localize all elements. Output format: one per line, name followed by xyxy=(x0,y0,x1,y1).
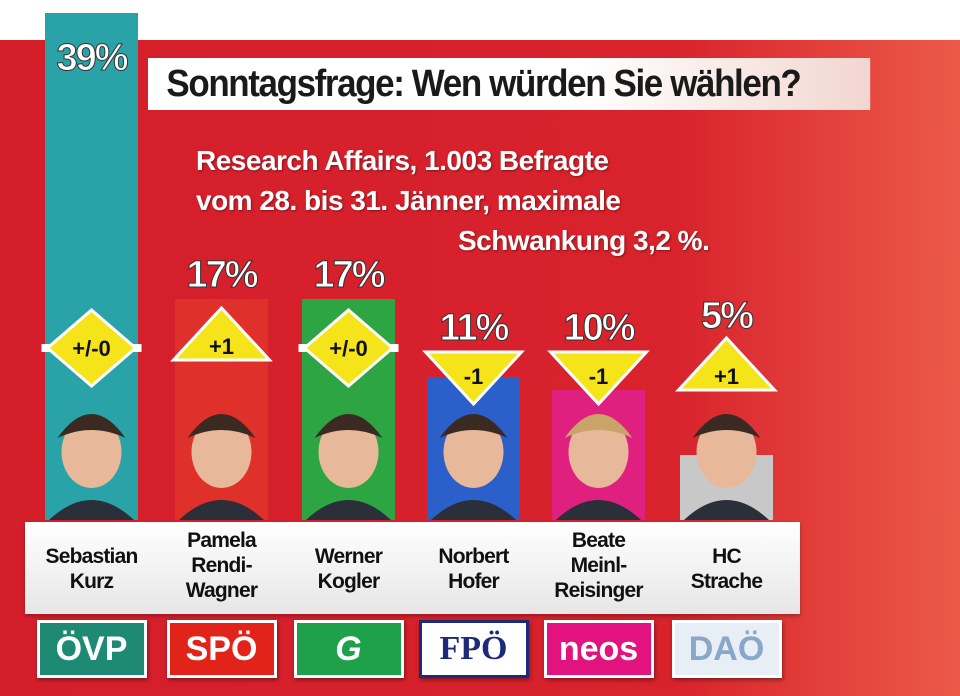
portrait-shoulders xyxy=(179,500,264,520)
candidate-name-line: Pamela xyxy=(187,529,257,552)
change-label: -1 xyxy=(589,364,609,389)
candidate-name-line: Beate xyxy=(571,529,626,552)
portrait-hair xyxy=(692,414,761,438)
candidate-name-line: Wagner xyxy=(185,579,258,602)
change-marker-up-icon xyxy=(170,305,273,362)
portrait-shoulders xyxy=(306,500,391,520)
candidate-name: HC Strache xyxy=(667,544,787,594)
subtitle-line-3: Schwankung 3,2 %. xyxy=(458,225,710,256)
change-label: +/-0 xyxy=(329,336,368,361)
candidate-name: Sebastian Kurz xyxy=(32,544,152,594)
value-label: 17% xyxy=(186,254,257,296)
candidate-name-line: HC xyxy=(712,545,742,568)
portrait-shoulders xyxy=(556,500,641,520)
value-label: 17% xyxy=(313,254,384,296)
candidate-name-line: Norbert xyxy=(438,545,509,568)
portrait-hair xyxy=(564,414,633,438)
candidate-name: Pamela Rendi- Wagner xyxy=(162,528,282,603)
value-label: 39% xyxy=(56,37,127,79)
candidate-name-line: Reisinger xyxy=(554,579,643,602)
party-logo: SPÖ xyxy=(166,620,277,678)
change-label: +/-0 xyxy=(72,336,111,361)
portrait-face xyxy=(568,416,629,488)
portrait-face xyxy=(191,416,252,488)
portrait-hair xyxy=(187,414,256,438)
change-label: +1 xyxy=(209,334,234,359)
portrait-hair xyxy=(57,414,126,438)
portrait-hair xyxy=(439,414,508,438)
candidate-name: Beate Meinl- Reisinger xyxy=(539,528,659,603)
portrait-face xyxy=(696,416,757,488)
candidate-name: Werner Kogler xyxy=(289,544,409,594)
portrait-face xyxy=(61,416,122,488)
subtitle-line-2: vom 28. bis 31. Jänner, maximale xyxy=(196,185,621,216)
change-marker-neutral-icon xyxy=(302,308,395,388)
chart-title: Sonntagsfrage: Wen würden Sie wählen? xyxy=(148,58,871,110)
portrait-face xyxy=(443,416,504,488)
candidate-name-line: Strache xyxy=(690,570,763,593)
names-panel xyxy=(25,522,800,614)
candidate-name-line: Werner xyxy=(314,545,383,568)
portrait-shoulders xyxy=(49,500,134,520)
party-logo: DAÖ xyxy=(671,620,782,678)
change-marker-neutral-icon xyxy=(45,308,138,388)
candidate-name-line: Rendi- xyxy=(191,554,252,577)
candidate-name-line: Hofer xyxy=(448,570,500,593)
candidate-name-line: Kogler xyxy=(317,570,381,593)
party-logo: G xyxy=(293,620,404,678)
change-marker-down-icon xyxy=(547,350,650,407)
value-label: 5% xyxy=(701,295,753,337)
portrait-shoulders xyxy=(431,500,516,520)
party-logo: neos xyxy=(543,620,654,678)
candidate-name-line: Sebastian xyxy=(45,545,138,568)
change-label: +1 xyxy=(714,364,739,389)
candidate-name-line: Kurz xyxy=(69,570,114,593)
change-label: -1 xyxy=(464,364,484,389)
party-logo: ÖVP xyxy=(36,620,147,678)
change-marker-down-icon xyxy=(422,350,525,407)
candidate-name: Norbert Hofer xyxy=(414,544,534,594)
portrait-shoulders xyxy=(684,500,769,520)
value-label: 10% xyxy=(563,307,634,349)
subtitle-line-1: Research Affairs, 1.003 Befragte xyxy=(196,145,609,176)
change-marker-up-icon xyxy=(675,335,778,392)
party-logo: FPÖ xyxy=(418,620,529,678)
portrait-face xyxy=(318,416,379,488)
portrait-hair xyxy=(314,414,383,438)
candidate-name-line: Meinl- xyxy=(570,554,628,577)
value-label: 11% xyxy=(440,307,509,349)
